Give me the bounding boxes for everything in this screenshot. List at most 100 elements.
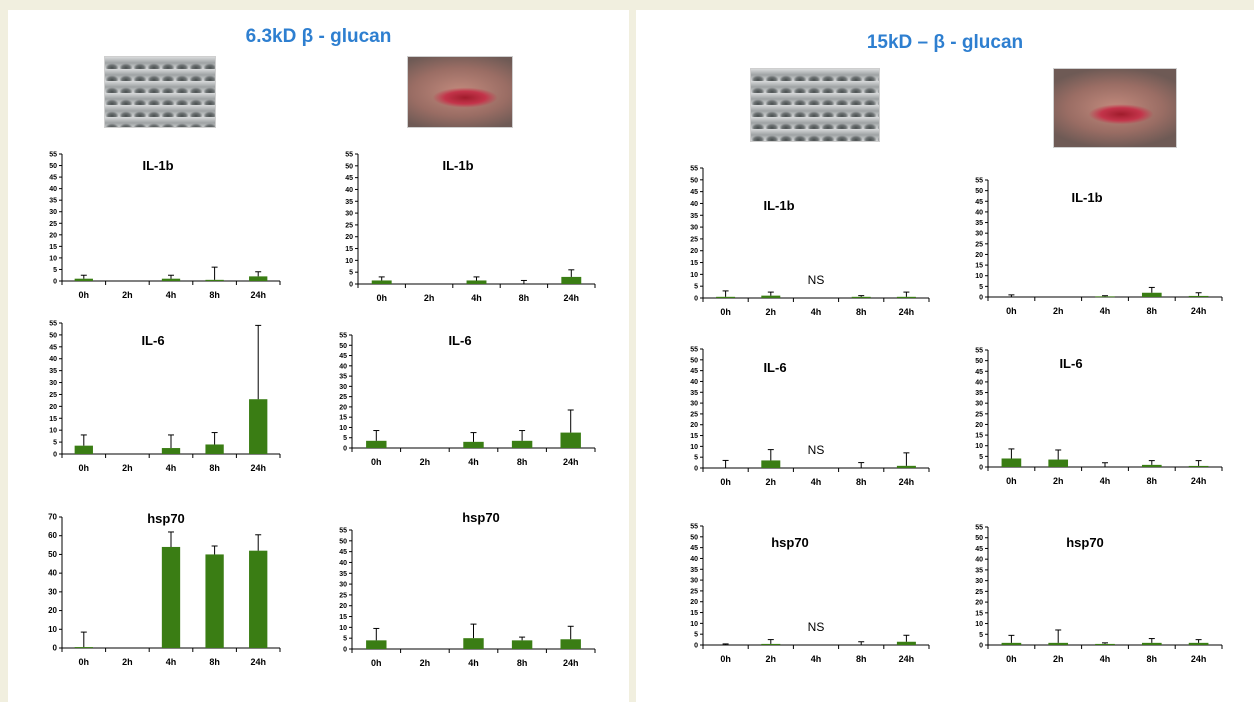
panel-title: 6.3kD β - glucan [245,26,392,47]
bar [560,432,581,448]
y-tick-label: 0 [694,466,698,473]
y-tick-label: 55 [339,333,347,340]
x-tick-label: 2h [122,290,133,300]
y-tick-label: 50 [690,177,698,184]
x-tick-label: 2h [122,463,133,473]
y-tick-label: 20 [345,234,353,241]
y-tick-label: 20 [49,404,57,411]
bar [1188,295,1209,297]
y-tick-label: 45 [339,353,347,360]
y-tick-label: 45 [975,199,983,206]
y-tick-label: 10 [690,621,698,628]
bar [1001,642,1022,645]
y-tick-label: 35 [690,213,698,220]
x-tick-label: 4h [166,290,177,300]
bar [161,448,181,454]
chart-title: hsp70 [1066,535,1104,550]
y-tick-label: 25 [339,394,347,401]
bar [1048,642,1069,645]
bar [761,295,781,298]
left-panel: 6.3kD β - glucan [8,10,629,702]
bar [249,399,268,454]
y-tick-label: 50 [49,163,57,170]
bar [1188,465,1209,467]
y-tick-label: 40 [345,187,353,194]
y-tick-label: 20 [690,422,698,429]
bar [560,639,581,649]
chart-title: IL-6 [448,333,471,348]
y-tick-label: 5 [979,454,983,461]
bar [74,647,93,648]
bar [205,554,224,648]
x-tick-label: 24h [563,658,579,668]
y-tick-label: 50 [975,535,983,542]
y-tick-label: 55 [49,152,57,159]
y-tick-label: 0 [349,282,353,289]
y-tick-label: 10 [49,428,57,435]
x-tick-label: 0h [720,654,731,664]
bar [161,546,181,648]
bar [1141,464,1162,467]
y-tick-label: 35 [49,198,57,205]
x-tick-label: 4h [1100,654,1111,664]
x-tick-label: 8h [517,457,528,467]
x-tick-label: 0h [1006,476,1017,486]
y-tick-label: 45 [975,546,983,553]
y-tick-label: 45 [690,189,698,196]
y-tick-label: 40 [690,379,698,386]
y-tick-label: 5 [349,270,353,277]
y-tick-label: 45 [339,549,347,556]
y-tick-label: 25 [49,221,57,228]
y-tick-label: 10 [345,258,353,265]
y-tick-label: 35 [49,368,57,375]
fish-dissection-photo [407,56,513,128]
y-tick-label: 0 [343,446,347,453]
y-tick-label: 5 [53,267,57,274]
x-tick-label: 8h [856,307,867,317]
y-tick-label: 60 [48,531,57,540]
x-tick-label: 8h [1147,306,1158,316]
bar [761,643,781,645]
bar [366,640,387,649]
y-tick-label: 35 [975,220,983,227]
x-tick-label: 8h [856,654,867,664]
bar [761,460,781,468]
x-tick-label: 2h [1053,476,1064,486]
bar [511,640,533,649]
y-tick-label: 10 [690,444,698,451]
y-tick-label: 15 [339,415,347,422]
x-tick-label: 2h [766,307,777,317]
y-tick-label: 55 [975,525,983,532]
x-tick-label: 24h [250,290,266,300]
chart-title: hsp70 [771,535,809,550]
y-tick-label: 15 [690,610,698,617]
y-tick-label: 10 [975,273,983,280]
y-tick-label: 35 [690,390,698,397]
panel-title: 15kD – β - glucan [866,32,1024,53]
y-tick-label: 50 [339,343,347,350]
y-tick-label: 20 [690,599,698,606]
bar [466,280,487,284]
y-tick-label: 25 [49,392,57,399]
ns-annotation: NS [808,443,825,457]
x-tick-label: 24h [899,307,915,317]
y-tick-label: 25 [975,241,983,248]
right-panel: 15kD – β - glucan [636,10,1254,702]
x-tick-label: 0h [79,290,90,300]
x-tick-label: 2h [1053,654,1064,664]
y-tick-label: 45 [690,545,698,552]
x-tick-label: 24h [899,477,915,487]
bar [1095,643,1115,645]
bar [561,276,582,284]
y-tick-label: 30 [975,578,983,585]
chart-title: IL-6 [141,333,164,348]
y-tick-label: 50 [690,357,698,364]
y-tick-label: 55 [339,528,347,535]
y-tick-label: 30 [690,401,698,408]
x-tick-label: 2h [122,657,133,667]
x-tick-label: 24h [250,463,266,473]
bar [161,278,181,281]
y-tick-label: 45 [975,369,983,376]
y-tick-label: 0 [979,295,983,302]
